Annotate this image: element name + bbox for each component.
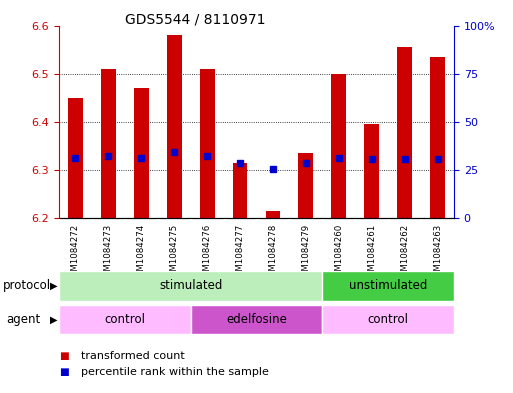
Text: GSM1084263: GSM1084263 — [433, 224, 442, 282]
Bar — [101, 69, 116, 218]
Bar — [232, 163, 247, 218]
Text: GSM1084272: GSM1084272 — [71, 224, 80, 282]
Text: edelfosine: edelfosine — [226, 313, 287, 326]
Text: ■: ■ — [59, 351, 69, 361]
Bar — [364, 124, 379, 218]
Text: GSM1084273: GSM1084273 — [104, 224, 113, 282]
Text: control: control — [368, 313, 409, 326]
Bar — [59, 305, 191, 334]
Text: GSM1084278: GSM1084278 — [268, 224, 278, 282]
Bar — [430, 57, 445, 218]
Text: unstimulated: unstimulated — [349, 279, 427, 292]
Text: protocol: protocol — [3, 279, 51, 292]
Bar — [322, 305, 454, 334]
Bar — [200, 69, 214, 218]
Text: GSM1084261: GSM1084261 — [367, 224, 376, 282]
Text: GDS5544 / 8110971: GDS5544 / 8110971 — [125, 13, 265, 27]
Text: GSM1084277: GSM1084277 — [235, 224, 245, 282]
Text: GSM1084275: GSM1084275 — [170, 224, 179, 282]
Bar — [134, 88, 149, 218]
Text: stimulated: stimulated — [159, 279, 222, 292]
Text: GSM1084260: GSM1084260 — [334, 224, 343, 282]
Text: GSM1084262: GSM1084262 — [400, 224, 409, 282]
Text: ▶: ▶ — [50, 281, 58, 291]
Bar — [191, 305, 322, 334]
Bar — [299, 153, 313, 218]
Bar — [397, 47, 412, 218]
Text: GSM1084274: GSM1084274 — [137, 224, 146, 282]
Bar — [68, 98, 83, 218]
Text: GSM1084276: GSM1084276 — [203, 224, 212, 282]
Bar — [266, 211, 281, 218]
Text: GSM1084279: GSM1084279 — [301, 224, 310, 282]
Bar — [331, 74, 346, 218]
Text: ▶: ▶ — [50, 314, 58, 324]
Text: transformed count: transformed count — [81, 351, 184, 361]
Text: percentile rank within the sample: percentile rank within the sample — [81, 367, 268, 377]
Text: ■: ■ — [59, 367, 69, 377]
Text: control: control — [104, 313, 145, 326]
Bar — [59, 271, 322, 301]
Bar — [322, 271, 454, 301]
Bar — [167, 35, 182, 218]
Text: agent: agent — [7, 313, 41, 326]
